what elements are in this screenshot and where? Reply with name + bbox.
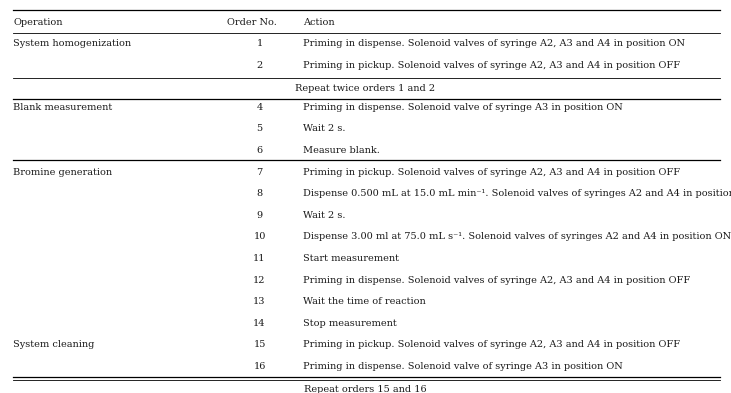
Text: Priming in pickup. Solenoid valves of syringe A2, A3 and A4 in position OFF: Priming in pickup. Solenoid valves of sy… bbox=[303, 61, 681, 70]
Text: 12: 12 bbox=[253, 275, 266, 285]
Text: Priming in dispense. Solenoid valve of syringe A3 in position ON: Priming in dispense. Solenoid valve of s… bbox=[303, 103, 623, 112]
Text: 10: 10 bbox=[254, 232, 265, 241]
Text: Bromine generation: Bromine generation bbox=[13, 167, 113, 176]
Text: Blank measurement: Blank measurement bbox=[13, 103, 113, 112]
Text: Priming in pickup. Solenoid valves of syringe A2, A3 and A4 in position OFF: Priming in pickup. Solenoid valves of sy… bbox=[303, 340, 681, 349]
Text: Repeat twice orders 1 and 2: Repeat twice orders 1 and 2 bbox=[295, 84, 436, 93]
Text: System homogenization: System homogenization bbox=[13, 39, 132, 48]
Text: Start measurement: Start measurement bbox=[303, 254, 399, 263]
Text: Priming in dispense. Solenoid valves of syringe A2, A3 and A4 in position OFF: Priming in dispense. Solenoid valves of … bbox=[303, 275, 691, 285]
Text: 14: 14 bbox=[253, 319, 266, 328]
Text: Operation: Operation bbox=[13, 18, 63, 27]
Text: Measure blank.: Measure blank. bbox=[303, 146, 380, 155]
Text: 5: 5 bbox=[257, 124, 262, 133]
Text: 4: 4 bbox=[257, 103, 262, 112]
Text: Wait 2 s.: Wait 2 s. bbox=[303, 211, 346, 220]
Text: 6: 6 bbox=[257, 146, 262, 155]
Text: Dispense 3.00 ml at 75.0 mL s⁻¹. Solenoid valves of syringes A2 and A4 in positi: Dispense 3.00 ml at 75.0 mL s⁻¹. Solenoi… bbox=[303, 232, 731, 241]
Text: 15: 15 bbox=[254, 340, 265, 349]
Text: Priming in dispense. Solenoid valve of syringe A3 in position ON: Priming in dispense. Solenoid valve of s… bbox=[303, 362, 623, 371]
Text: Priming in dispense. Solenoid valves of syringe A2, A3 and A4 in position ON: Priming in dispense. Solenoid valves of … bbox=[303, 39, 686, 48]
Text: 8: 8 bbox=[257, 189, 262, 198]
Text: 7: 7 bbox=[257, 167, 262, 176]
Text: 11: 11 bbox=[253, 254, 266, 263]
Text: 13: 13 bbox=[253, 297, 266, 306]
Text: Order No.: Order No. bbox=[227, 18, 276, 27]
Text: Repeat orders 15 and 16: Repeat orders 15 and 16 bbox=[304, 385, 427, 393]
Text: Priming in pickup. Solenoid valves of syringe A2, A3 and A4 in position OFF: Priming in pickup. Solenoid valves of sy… bbox=[303, 167, 681, 176]
Text: 1: 1 bbox=[257, 39, 262, 48]
Text: Wait the time of reaction: Wait the time of reaction bbox=[303, 297, 426, 306]
Text: 2: 2 bbox=[257, 61, 262, 70]
Text: Wait 2 s.: Wait 2 s. bbox=[303, 124, 346, 133]
Text: System cleaning: System cleaning bbox=[13, 340, 94, 349]
Text: Stop measurement: Stop measurement bbox=[303, 319, 397, 328]
Text: Dispense 0.500 mL at 15.0 mL min⁻¹. Solenoid valves of syringes A2 and A4 in pos: Dispense 0.500 mL at 15.0 mL min⁻¹. Sole… bbox=[303, 189, 731, 198]
Text: 16: 16 bbox=[254, 362, 265, 371]
Text: Action: Action bbox=[303, 18, 335, 27]
Text: 9: 9 bbox=[257, 211, 262, 220]
